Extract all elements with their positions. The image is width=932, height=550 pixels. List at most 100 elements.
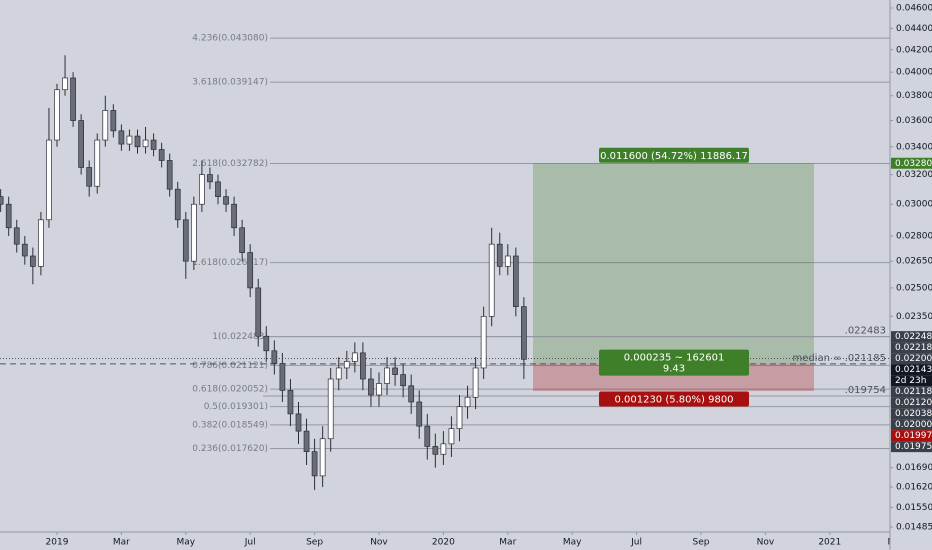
candle-body — [190, 203, 197, 262]
candle-body — [182, 219, 189, 262]
x-tick-label: Mar — [113, 538, 130, 548]
candle-body — [271, 350, 278, 364]
position-label-box — [599, 391, 749, 407]
candle-body — [78, 120, 84, 168]
candle-body — [279, 363, 286, 391]
fib-label: 1.618(0.026417) — [192, 258, 268, 268]
candle-body — [0, 196, 4, 205]
candle-body — [408, 385, 415, 403]
candle-body — [239, 227, 245, 253]
position-label: 0.000235 ~ 162601 — [624, 353, 725, 364]
price-marker-box — [891, 375, 932, 387]
x-tick-label: Nov — [757, 538, 775, 548]
price-marker-label: 0.022185 — [895, 343, 932, 353]
candle-body — [142, 139, 149, 148]
price-marker-label: 2d 23h — [895, 376, 926, 386]
candle-body — [38, 219, 44, 267]
x-tick-label: 2019 — [46, 538, 69, 548]
candle-body — [376, 383, 382, 396]
price-marker-box — [891, 157, 932, 169]
fib-label: 2.618(0.032782) — [192, 159, 268, 169]
price-marker-box — [891, 386, 932, 398]
candle-body — [512, 255, 519, 308]
price-marker-box — [891, 364, 932, 376]
candle-body — [488, 243, 495, 317]
candle-body — [207, 174, 213, 183]
candle-body — [118, 130, 125, 145]
position-label-box — [599, 349, 749, 376]
candle-body — [311, 451, 318, 477]
candle-body — [62, 77, 68, 91]
candle-body — [223, 196, 229, 205]
level-label: median = .021185 — [792, 353, 886, 364]
candle-body — [327, 378, 334, 440]
x-tick-label: Nov — [370, 538, 388, 548]
candle-body — [231, 203, 237, 229]
fib-label: 0.5(0.019301) — [204, 402, 268, 412]
candle-body — [384, 367, 390, 384]
x-tick-label: Jul — [244, 538, 256, 548]
candle-body — [263, 335, 270, 352]
candle-body — [134, 135, 141, 148]
price-marker-box — [891, 441, 932, 453]
price-marker-label: 0.022483 — [895, 332, 932, 342]
price-marker-box — [891, 419, 932, 431]
candle-body — [126, 135, 133, 145]
candle-body — [416, 401, 423, 427]
candle-body — [215, 181, 221, 197]
level-label: .022483 — [845, 326, 886, 337]
fib-label: 1(0.022483) — [212, 332, 268, 342]
price-marker-box — [891, 353, 932, 365]
price-marker-label: 0.021185 — [895, 387, 932, 397]
candle-body — [287, 390, 294, 415]
candle-body — [335, 367, 342, 380]
candle-body — [360, 352, 366, 380]
candle-body — [21, 243, 28, 257]
candle-body — [94, 139, 101, 187]
candle-body — [472, 367, 479, 398]
price-marker-box — [891, 331, 932, 343]
x-tick-label: May — [176, 538, 195, 548]
candle-body — [13, 227, 20, 245]
price-marker-label: 0.020386 — [895, 409, 932, 419]
price-marker-label: 0.021435 — [895, 365, 932, 375]
profit-zone — [533, 163, 814, 364]
x-tick-label: 2021 — [818, 538, 841, 548]
price-axis — [890, 0, 932, 550]
candle-body — [351, 352, 358, 362]
x-tick-label: Mar — [499, 538, 516, 548]
candle-body — [102, 110, 109, 141]
fib-label: 0.382(0.018549) — [192, 420, 268, 430]
candle-body — [46, 139, 52, 221]
fib-label: 4.236(0.043080) — [192, 34, 268, 44]
position-label: 0.011600 (54.72%) 11886.17 — [600, 151, 748, 162]
candle-body — [255, 287, 262, 337]
candle-body — [166, 160, 173, 190]
candle-body — [432, 446, 439, 455]
price-marker-box — [891, 397, 932, 409]
candle-body — [295, 413, 302, 432]
candle-body — [303, 430, 310, 453]
price-marker-box — [891, 430, 932, 442]
candle-body — [440, 443, 447, 455]
candle-body — [247, 252, 254, 289]
candle-body — [496, 243, 503, 267]
